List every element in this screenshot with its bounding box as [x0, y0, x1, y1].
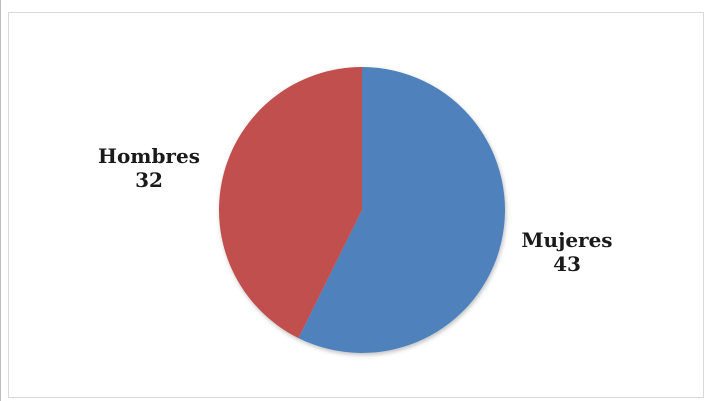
pie-slice-hombres	[218, 66, 362, 339]
slice-label-mujeres: Mujeres	[521, 228, 612, 252]
pie-slice-mujeres	[298, 67, 505, 353]
page-left-border	[0, 0, 1, 401]
slice-value-hombres: 32	[135, 168, 163, 192]
slice-label-hombres: Hombres	[98, 144, 200, 168]
slice-value-mujeres: 43	[553, 252, 581, 276]
